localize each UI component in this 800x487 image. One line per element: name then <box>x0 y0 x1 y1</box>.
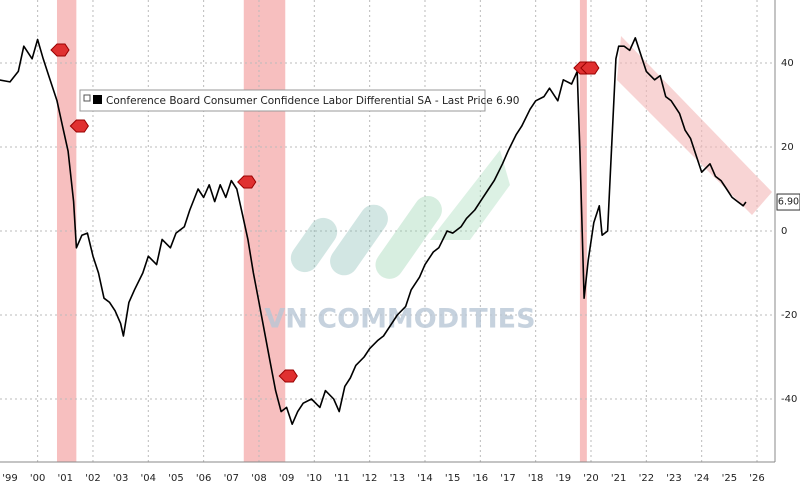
y-tick-label: 40 <box>781 58 794 69</box>
recession-marker <box>50 43 70 57</box>
x-tick-label: '06 <box>196 473 211 484</box>
y-tick-label: -20 <box>781 310 797 321</box>
x-tick-label: '08 <box>251 473 266 484</box>
legend-label: Conference Board Consumer Confidence Lab… <box>106 95 519 107</box>
legend-toggle <box>83 94 91 102</box>
x-tick-label: '01 <box>58 473 73 484</box>
x-tick-label: '24 <box>694 473 709 484</box>
x-tick-label: '09 <box>279 473 294 484</box>
trend-channel <box>617 36 772 215</box>
x-tick-label: '99 <box>2 473 17 484</box>
legend-swatch <box>93 95 102 104</box>
recession-band <box>243 0 286 462</box>
x-tick-label: '19 <box>556 473 571 484</box>
x-tick-label: '13 <box>390 473 405 484</box>
x-tick-label: '05 <box>168 473 183 484</box>
x-tick-label: '04 <box>141 473 156 484</box>
x-tick-label: '11 <box>334 473 349 484</box>
x-tick-label: '14 <box>417 473 432 484</box>
x-tick-label: '25 <box>722 473 737 484</box>
series-line <box>0 37 747 425</box>
over-layer: 40 20 0 -20 -40 '99 '00 '01 '02 '03 '04 '05 '06 '07 '0… <box>0 37 800 484</box>
x-tick-label: '00 <box>30 473 45 484</box>
x-tick-label: '22 <box>639 473 654 484</box>
x-tick-label: '16 <box>473 473 488 484</box>
x-tick-label: '15 <box>445 473 460 484</box>
y-tick-label: -40 <box>781 394 797 405</box>
last-value-box <box>776 193 800 211</box>
x-tick-label: '03 <box>113 473 128 484</box>
recession-marker <box>580 61 600 75</box>
recession-marker <box>237 175 257 189</box>
x-tick-label: '12 <box>362 473 377 484</box>
x-tick-label: '18 <box>528 473 543 484</box>
recession-marker <box>69 119 89 133</box>
x-tick-label: '23 <box>666 473 681 484</box>
x-tick-label: '26 <box>749 473 764 484</box>
under-layer <box>0 0 775 462</box>
x-tick-label: '21 <box>611 473 626 484</box>
y-tick-label: 20 <box>781 142 794 153</box>
x-tick-label: '07 <box>224 473 239 484</box>
watermark-logo <box>290 150 510 279</box>
x-tick-label: '10 <box>307 473 322 484</box>
recession-band <box>579 0 587 462</box>
last-value-label: 6.90 <box>778 197 799 208</box>
y-tick-label: 0 <box>781 226 787 237</box>
recession-marker <box>278 369 298 383</box>
x-tick-label: '20 <box>583 473 598 484</box>
x-tick-label: '02 <box>85 473 100 484</box>
legend <box>79 89 486 112</box>
watermark: VN COMMODITIES <box>264 304 535 335</box>
x-tick-label: '17 <box>500 473 515 484</box>
